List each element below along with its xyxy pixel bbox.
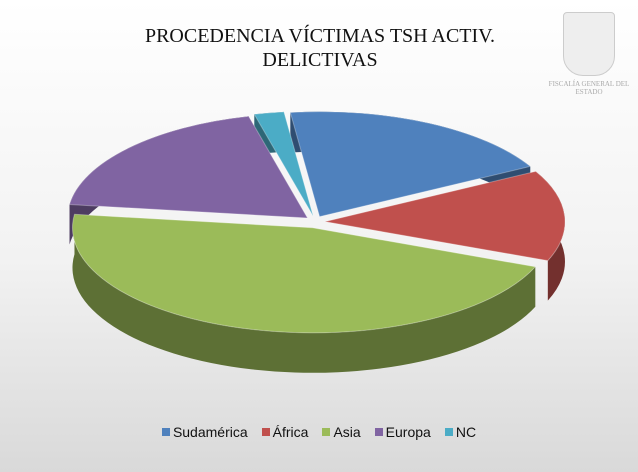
legend-swatch bbox=[444, 428, 453, 436]
legend-item: NC bbox=[444, 424, 477, 440]
legend-item: Europa bbox=[374, 424, 431, 440]
chart-title: PROCEDENCIA VÍCTIMAS TSH ACTIV. DELICTIV… bbox=[144, 25, 496, 71]
logo: FISCALÍA GENERAL DEL ESTADO bbox=[548, 12, 630, 96]
slice bbox=[68, 115, 309, 219]
legend-item: Sudamérica bbox=[161, 424, 248, 440]
legend-swatch bbox=[261, 428, 270, 436]
legend-item: África bbox=[261, 424, 309, 440]
legend-label: África bbox=[272, 424, 309, 440]
crest bbox=[563, 12, 615, 76]
logo-text: FISCALÍA GENERAL DEL ESTADO bbox=[548, 80, 630, 96]
legend-label: NC bbox=[455, 424, 477, 440]
legend-label: Asia bbox=[333, 424, 361, 440]
legend-swatch bbox=[322, 428, 331, 436]
legend-label: Sudamérica bbox=[172, 424, 248, 440]
legend-label: Europa bbox=[385, 424, 431, 440]
slice bbox=[289, 111, 532, 218]
legend-item: Asia bbox=[322, 424, 361, 440]
legend: Sudamérica África Asia Europa NC bbox=[0, 424, 638, 440]
legend-swatch bbox=[161, 428, 170, 436]
slice bbox=[324, 170, 566, 262]
legend-swatch bbox=[374, 428, 383, 436]
slice-side bbox=[72, 214, 536, 373]
slice bbox=[72, 213, 537, 334]
slice bbox=[253, 111, 314, 217]
